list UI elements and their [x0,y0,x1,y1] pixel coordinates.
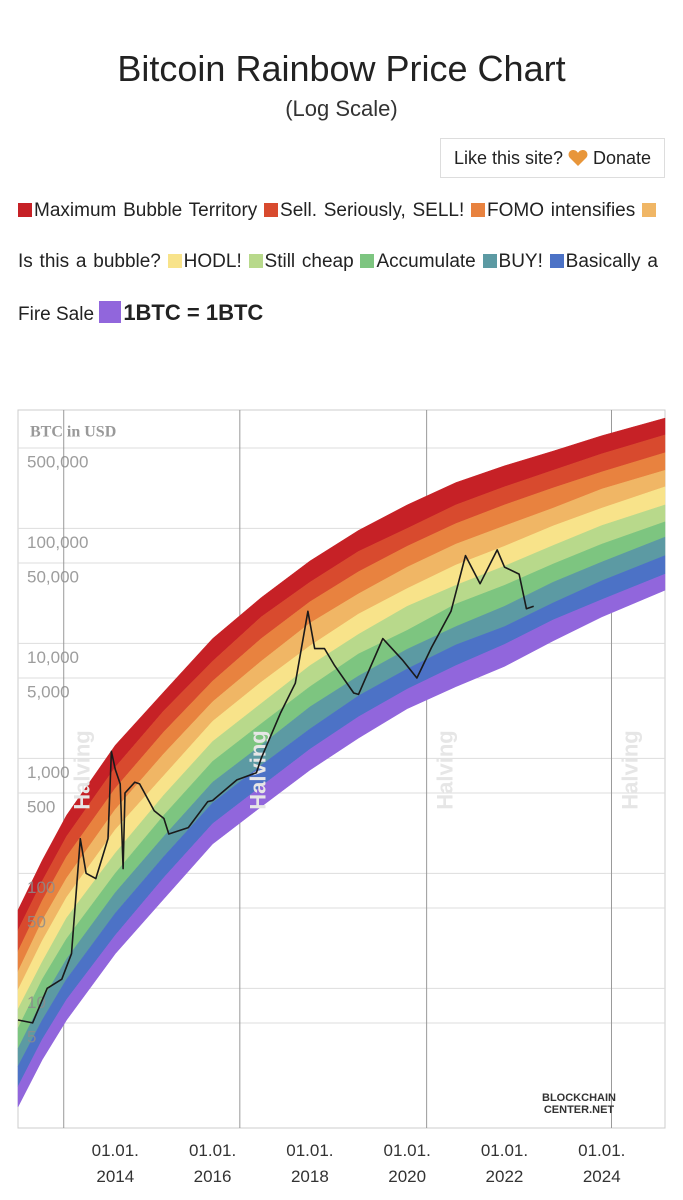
legend-label: Maximum Bubble Territory [34,200,258,221]
legend-item: 1BTC = 1BTC [99,300,263,325]
legend-swatch [167,254,182,268]
legend-swatch [471,203,486,217]
y-tick-label: 1,000 [27,763,70,782]
legend-label: Basically a Fire Sale [18,251,658,325]
legend-swatch [264,203,279,217]
legend-swatch [549,254,564,268]
legend-item: Sell. Seriously, SELL! [264,200,464,221]
price-line [17,549,534,1024]
title: Bitcoin Rainbow Price Chart [117,48,566,89]
legend-label: Sell. Seriously, SELL! [280,200,465,221]
y-tick-label: 500 [27,797,55,816]
y-tick-label: 5,000 [27,682,70,701]
watermark: BLOCKCHAIN [542,1092,616,1104]
x-tick-label: 01.01. 2022 [480,1141,529,1186]
legend-swatch [99,301,122,323]
legend-swatch [482,254,497,268]
legend-item: FOMO intensifies [471,200,635,221]
x-tick-label: 01.01. 2016 [188,1141,237,1186]
legend-swatch [18,203,32,217]
legend-item: Maximum Bubble Territory [18,200,257,221]
heart-icon [568,150,588,166]
donate-label: Donate [593,147,652,168]
legend-label: Accumulate [376,251,476,272]
legend-item: HODL! [167,251,242,272]
legend-label: FOMO intensifies [487,200,636,221]
x-tick-label: 01.01. 2020 [383,1141,431,1186]
legend-label: HODL! [183,251,242,272]
legend-label: BUY! [498,251,543,272]
legend-swatch [360,254,375,268]
y-tick-label: 50 [27,912,46,931]
legend: Maximum Bubble Territory Sell. Seriously… [18,185,658,340]
y-tick-label: 500,000 [27,452,88,471]
donate-text: Like this site? [453,147,563,168]
legend-item: Accumulate [360,251,476,272]
legend-item: Still cheap [248,251,354,272]
legend-label: Is this a bubble? [18,251,161,272]
y-axis-label: BTC in USD [30,424,116,441]
legend-label: 1BTC = 1BTC [123,300,264,325]
legend-item: Is this a bubble? [18,200,658,272]
y-tick-label: 10 [27,993,46,1012]
y-tick-label: 50,000 [27,567,79,586]
rainbow-band [17,573,666,1108]
halving-label: Halving [432,730,457,809]
donate-button[interactable]: Like this site? Donate [440,138,665,178]
y-tick-label: 5 [27,1027,36,1046]
legend-label: Still cheap [264,251,354,272]
legend-item: Basically a Fire Sale [18,251,658,325]
y-tick-label: 100,000 [27,533,88,552]
legend-swatch [248,254,263,268]
subtitle: (Log Scale) [285,96,398,121]
x-tick-label: 01.01. 2014 [91,1141,139,1186]
x-tick-label: 01.01. 2018 [286,1141,334,1186]
y-tick-label: 10,000 [27,648,79,667]
y-tick-label: 100 [27,878,55,897]
watermark: CENTER.NET [544,1104,615,1116]
halving-label: Halving [617,730,642,809]
x-tick-label: 01.01. 2024 [578,1141,626,1186]
legend-item: BUY! [482,251,543,272]
legend-swatch [642,203,656,217]
halving-label: Halving [70,730,95,809]
